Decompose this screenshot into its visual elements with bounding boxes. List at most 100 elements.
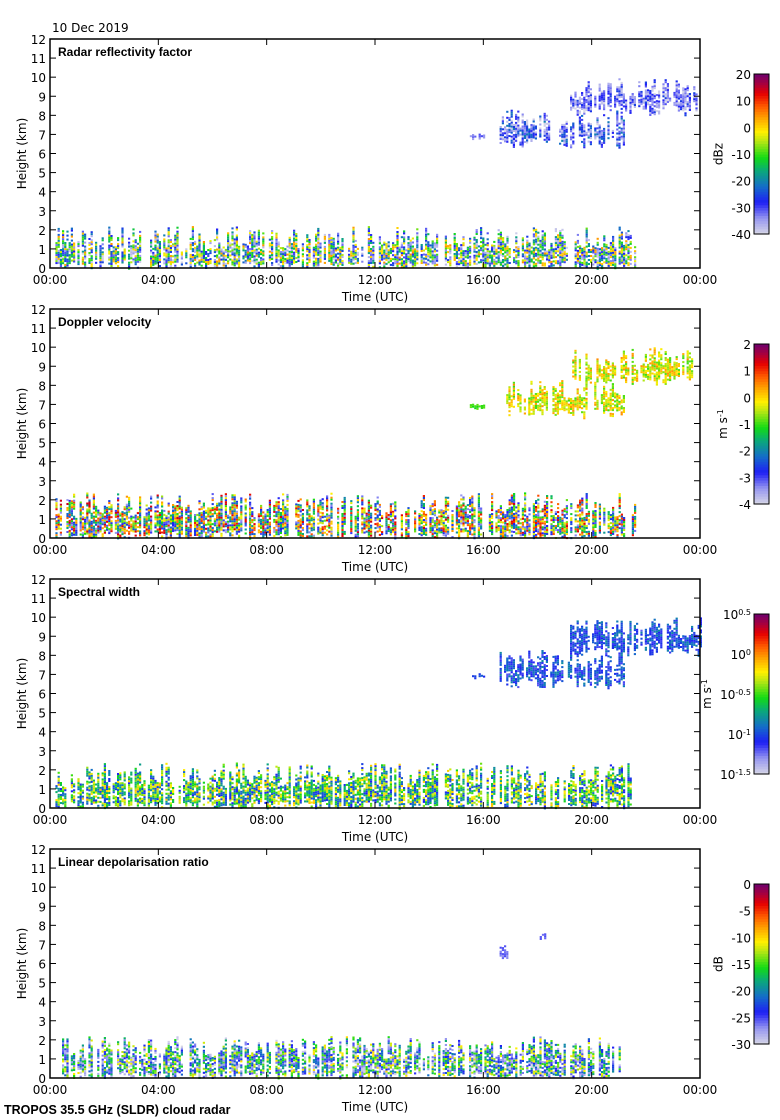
data-cell [266,529,269,531]
data-cell [508,125,511,127]
data-cell [172,510,175,512]
data-cell [235,502,238,505]
data-cell [376,524,379,527]
data-cell [62,246,65,249]
data-cell [249,517,252,520]
data-cell [416,244,419,247]
data-cell [198,524,201,527]
data-cell [194,520,197,522]
data-cell [414,258,417,261]
data-cell [600,145,603,148]
data-cell [62,238,65,241]
data-cell [229,258,232,261]
data-cell [79,507,82,510]
data-cell [455,257,458,259]
data-cell [557,240,560,243]
data-cell [614,259,617,262]
data-cell [132,258,135,261]
data-cell [134,255,137,258]
data-cell [638,99,641,102]
data-cell [73,525,76,528]
data-cell [326,515,329,518]
data-cell [220,248,223,251]
data-cell [216,502,219,505]
data-cell [339,258,342,261]
data-cell [235,252,238,255]
data-cell [407,250,410,253]
data-cell [139,500,142,503]
data-cell [178,503,181,506]
data-cell [550,242,553,245]
y-tick-label: 5 [38,167,46,181]
colorbar-segment [754,196,769,200]
data-cell [341,525,344,527]
data-cell [220,512,223,515]
data-cell [209,529,212,532]
data-cell [156,500,159,503]
data-cell [515,250,518,253]
data-cell [211,507,214,510]
data-cell [361,523,364,526]
data-cell [350,262,353,265]
data-cell [196,525,199,528]
data-cell [337,535,340,538]
data-cell [521,135,524,138]
data-cell [385,262,388,265]
data-cell [587,107,590,110]
data-cell [165,265,168,268]
data-cell [517,256,520,258]
data-cell [224,507,227,510]
data-cell [202,522,205,525]
data-cell [108,522,111,525]
data-cell [88,525,91,528]
colorbar-segment [754,74,769,78]
data-cell [400,260,403,263]
data-cell [169,534,172,537]
data-cell [81,262,84,265]
data-cell [196,249,199,252]
data-cell [585,231,588,234]
x-tick-label: 04:00 [141,273,176,287]
data-cell [279,520,282,522]
data-cell [480,227,483,230]
data-cell [383,263,386,266]
data-cell [312,254,315,257]
data-cell [231,227,234,230]
data-cell [594,251,597,254]
data-cell [128,249,131,252]
data-cell [673,101,676,104]
data-cell [306,525,309,528]
data-cell [433,246,436,249]
data-cell [194,248,197,251]
data-cell [517,126,520,129]
data-cell [99,263,102,266]
data-cell [231,508,234,511]
data-cell [218,246,221,249]
data-cell [592,249,595,252]
data-cell [253,243,256,246]
data-cell [502,243,505,245]
data-cell [486,244,489,247]
data-cell [231,251,234,254]
data-cell [618,100,621,103]
data-cell [301,527,304,529]
data-cell [209,509,212,512]
data-cell [180,508,183,511]
data-cell [238,253,241,256]
data-cell [376,502,379,505]
data-cell [222,252,225,255]
data-cell [209,527,212,530]
data-cell [396,227,399,229]
data-cell [123,524,126,527]
data-cell [532,239,535,242]
data-cell [59,253,62,255]
data-cell [464,252,467,255]
data-cell [361,507,364,510]
data-cell [242,247,245,250]
data-cell [207,531,210,534]
data-cell [260,508,263,511]
data-cell [662,89,665,92]
data-cell [92,511,95,514]
data-cell [220,522,223,525]
